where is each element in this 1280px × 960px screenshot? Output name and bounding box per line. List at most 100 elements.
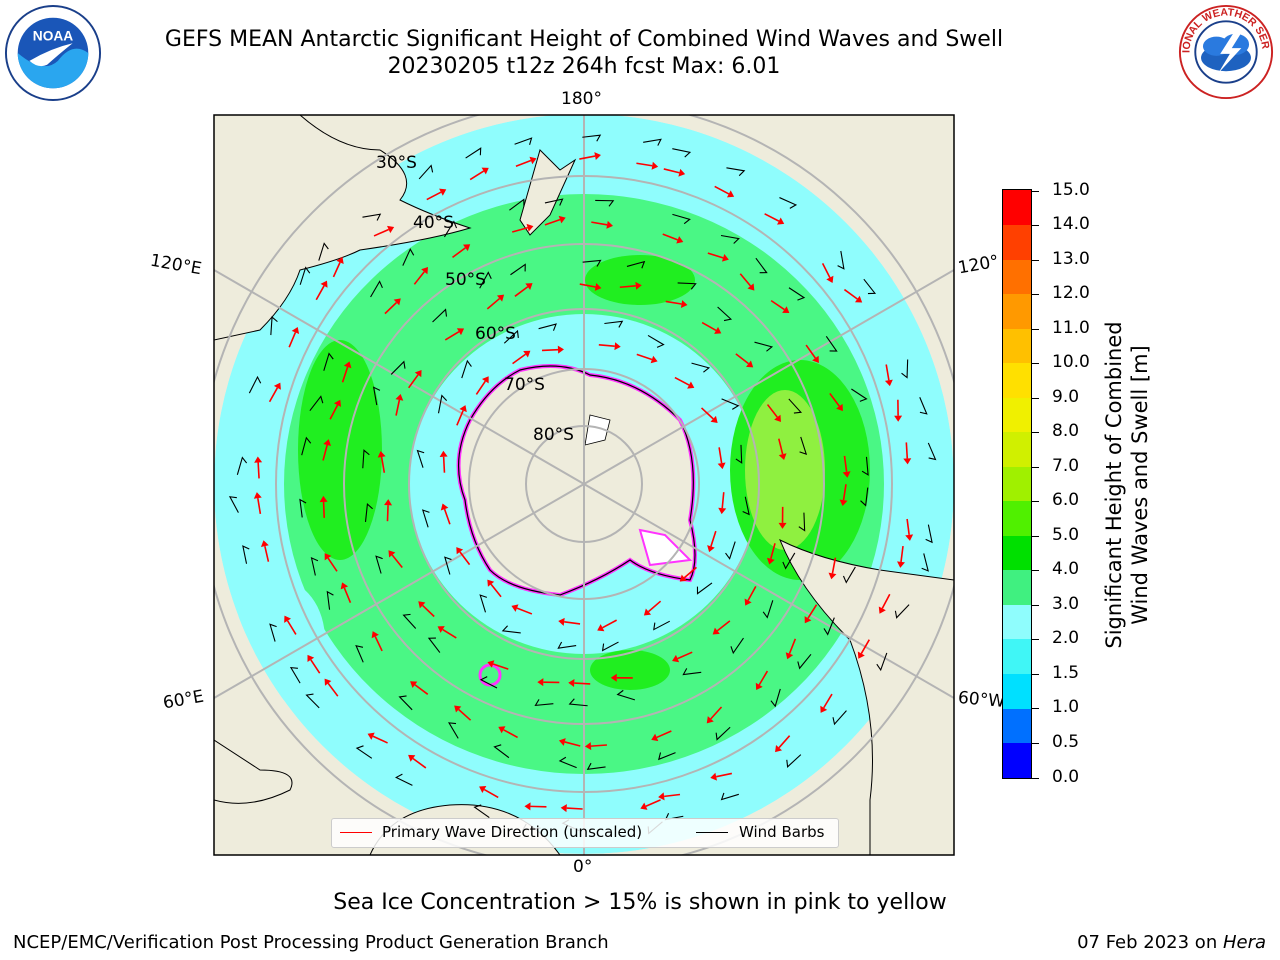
wave-arrow-head — [746, 360, 754, 368]
colorbar-tick — [1032, 673, 1039, 675]
colorbar-tick-label: 9.0 — [1052, 386, 1080, 407]
wave-arrow — [475, 380, 486, 395]
wind-barb — [901, 359, 909, 379]
footer-date-text: 07 Feb 2023 on — [1077, 932, 1223, 953]
wind-barb — [730, 637, 744, 655]
wave-arrow — [665, 300, 682, 305]
wind-barb — [305, 693, 320, 709]
wave-arrow-head — [454, 705, 462, 713]
wave-arrow — [579, 283, 596, 288]
wave-arrow-head — [414, 369, 422, 378]
legend-wave-line — [340, 832, 372, 833]
colorbar-segment — [1003, 328, 1031, 364]
wind-barb — [364, 502, 373, 523]
colorbar-tick — [1032, 742, 1039, 744]
wave-arrow — [386, 505, 389, 522]
wave-arrow-head — [336, 256, 344, 265]
wind-barb — [682, 668, 702, 676]
wave-arrow-head — [836, 403, 843, 412]
wave-arrow-head — [253, 492, 262, 499]
colorbar-segment — [1003, 224, 1031, 260]
wind-barb — [672, 213, 691, 225]
lat-label-30s: 30°S — [376, 153, 417, 173]
wave-arrow-head — [678, 168, 686, 177]
wind-barb — [375, 555, 383, 574]
wave-arrow-head — [456, 547, 464, 555]
wave-arrow — [443, 508, 451, 525]
wave-arrow — [503, 729, 518, 739]
wind-barb — [309, 395, 324, 412]
wave-arrow — [327, 682, 339, 697]
wave-arrow — [329, 404, 339, 420]
wind-barb — [770, 688, 781, 708]
wave-arrow-head — [558, 738, 566, 746]
wave-arrow-head — [679, 574, 687, 582]
wind-barb — [461, 359, 472, 379]
wave-arrow — [766, 404, 778, 418]
new-zealand — [519, 149, 577, 236]
colorbar-tick — [1032, 570, 1039, 572]
wind-barb — [479, 271, 492, 289]
wave-arrow-head — [481, 167, 489, 175]
wind-barb — [242, 545, 250, 564]
wave-arrow-head — [388, 550, 396, 558]
wave-arrow — [395, 399, 401, 416]
wind-barb — [568, 698, 588, 707]
colorbar-segment — [1003, 569, 1031, 605]
wave-arrow-head — [558, 215, 566, 224]
wind-barb — [289, 666, 301, 684]
wave-arrow-head — [777, 217, 785, 225]
wind-barb — [355, 745, 373, 759]
wind-barb — [921, 553, 929, 572]
wind-barb — [863, 278, 877, 295]
wind-barb — [720, 792, 739, 801]
wind-barb — [326, 590, 334, 610]
wind-barb — [544, 198, 564, 206]
wave-arrow — [770, 543, 776, 559]
wind-barb — [501, 625, 521, 634]
wave-arrow-head — [371, 631, 379, 639]
wind-barb — [851, 388, 868, 402]
wind-barb — [582, 134, 602, 142]
wave-arrow — [343, 587, 352, 604]
wave-arrow-head — [323, 439, 332, 446]
wind-barb — [725, 541, 736, 560]
wave-arrow-head — [479, 786, 487, 794]
wave-arrow-head — [537, 678, 544, 687]
wave-arrow — [544, 218, 561, 226]
wave-arrow-head — [894, 415, 903, 422]
wind-barb — [509, 198, 525, 211]
wind-barb — [797, 653, 812, 670]
colorbar-tick — [1032, 432, 1039, 434]
wave-arrow-head — [718, 507, 727, 515]
wind-barb — [586, 762, 606, 771]
colorbar-tick-label: 12.0 — [1052, 283, 1090, 304]
wave-arrow-head — [594, 152, 601, 161]
wave-core-west — [298, 340, 382, 560]
wind-barb — [444, 556, 452, 575]
wind-barb — [672, 148, 692, 158]
wind-barb — [398, 695, 413, 711]
wave-arrow — [514, 286, 529, 297]
lat-label-80s: 80°S — [533, 425, 574, 445]
colorbar-tick-label: 4.0 — [1052, 559, 1080, 580]
colorbar-segment — [1003, 742, 1031, 778]
wave-arrow — [512, 353, 526, 365]
wind-barb — [658, 752, 676, 761]
wave-arrow-head — [828, 572, 837, 580]
wave-arrow — [807, 604, 818, 619]
wave-arrow-head — [676, 236, 684, 244]
wave-arrow-head — [481, 376, 489, 384]
wind-barb — [395, 773, 413, 786]
wave-arrow-head — [672, 654, 680, 663]
wind-barb — [595, 199, 615, 207]
wind-barb — [894, 604, 910, 619]
wave-arrow — [515, 159, 532, 167]
colorbar-segment — [1003, 638, 1031, 674]
wind-barb — [503, 329, 519, 344]
south-america — [779, 538, 954, 855]
wave-arrow-head — [774, 414, 781, 422]
wind-barb — [604, 320, 624, 328]
wave-arrow — [805, 344, 817, 359]
nws-logo: NATIONAL WEATHER SERVICE — [1178, 4, 1274, 100]
